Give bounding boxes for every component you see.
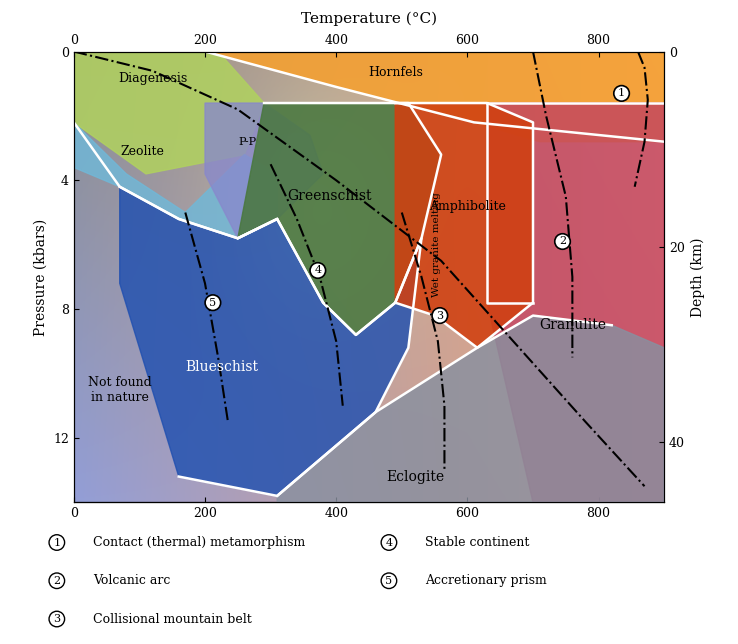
Text: Wet granite melting: Wet granite melting [432,193,441,297]
X-axis label: Temperature (°C): Temperature (°C) [301,11,437,26]
Text: Blueschist: Blueschist [185,360,258,374]
Text: 1: 1 [618,88,625,99]
Text: Diagenesis: Diagenesis [118,72,187,86]
Text: Volcanic arc: Volcanic arc [93,574,170,587]
Polygon shape [120,187,421,496]
Polygon shape [238,103,441,335]
Text: 2: 2 [559,236,566,247]
Polygon shape [277,316,664,502]
Text: 1: 1 [53,538,61,547]
Polygon shape [396,103,533,348]
Polygon shape [487,103,664,502]
Text: Not found
in nature: Not found in nature [88,375,151,404]
Text: Collisional mountain belt: Collisional mountain belt [93,612,252,625]
Text: 3: 3 [436,310,444,321]
Text: P-P: P-P [238,137,257,147]
Y-axis label: Depth (km): Depth (km) [691,237,705,317]
Polygon shape [205,52,664,142]
Text: Stable continent: Stable continent [425,536,530,549]
Y-axis label: Pressure (kbars): Pressure (kbars) [33,218,47,336]
Text: 5: 5 [385,576,393,586]
Text: Contact (thermal) metamorphism: Contact (thermal) metamorphism [93,536,306,549]
Polygon shape [74,52,264,174]
Text: 2: 2 [53,576,61,586]
Text: Granulite: Granulite [539,318,606,332]
Text: 4: 4 [385,538,393,547]
Text: Eclogite: Eclogite [386,469,444,484]
Text: 4: 4 [314,265,321,276]
Text: 3: 3 [53,614,61,624]
Polygon shape [74,122,277,238]
Text: Amphibolite: Amphibolite [429,200,506,213]
Text: Zeolite: Zeolite [121,145,165,158]
Text: Accretionary prism: Accretionary prism [425,574,547,587]
Text: Hornfels: Hornfels [368,66,423,79]
Text: 5: 5 [210,298,216,308]
Polygon shape [205,103,323,238]
Text: Greenschist: Greenschist [287,189,372,204]
